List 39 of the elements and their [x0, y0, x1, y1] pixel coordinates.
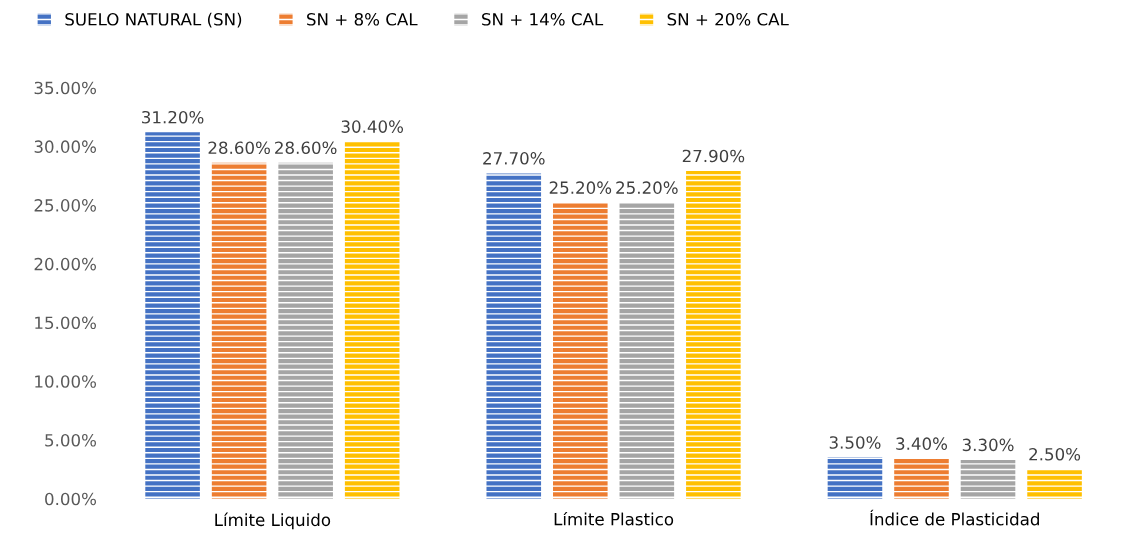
data-label: 28.60% [208, 141, 270, 155]
bar [960, 459, 1016, 499]
bar [553, 202, 608, 499]
x-tick-label: Límite Plastico [554, 511, 674, 526]
bar [686, 171, 741, 499]
legend-label: SN + 8% CAL [307, 13, 418, 26]
y-tick-label: 25.00% [34, 199, 97, 212]
bar [145, 132, 200, 499]
bar [619, 202, 675, 499]
data-label: 2.50% [1029, 447, 1081, 461]
bar [486, 173, 542, 499]
data-label: 31.20% [142, 110, 204, 124]
bar [827, 457, 883, 499]
y-tick-label: 30.00% [34, 140, 97, 153]
data-label: 3.40% [896, 437, 948, 450]
data-label: 27.70% [483, 152, 545, 165]
y-tick-label: 20.00% [34, 257, 97, 271]
data-label: 28.60% [275, 141, 337, 155]
bar [211, 162, 267, 499]
bar [344, 141, 400, 499]
data-label: 27.90% [682, 149, 745, 163]
data-label: 25.20% [616, 181, 678, 194]
legend-label: SN + 20% CAL [667, 13, 789, 26]
legend-label: SN + 14% CAL [482, 13, 604, 26]
y-tick-label: 0.00% [45, 492, 97, 506]
y-tick-label: 35.00% [34, 81, 97, 95]
data-label: 25.20% [549, 181, 612, 194]
x-tick-label: Índice de Plasticidad [870, 509, 1039, 526]
bar [278, 162, 333, 499]
data-label: 3.30% [962, 438, 1014, 452]
data-label: 30.40% [341, 120, 404, 133]
y-tick-label: 5.00% [45, 433, 97, 447]
y-tick-label: 15.00% [35, 316, 97, 330]
legend-label: SUELO NATURAL (SN) [65, 12, 242, 28]
y-tick-label: 10.00% [35, 375, 97, 388]
data-label: 3.50% [829, 436, 881, 449]
bar [1027, 469, 1082, 499]
x-tick-label: Límite Liquido [215, 512, 331, 530]
bar [894, 458, 949, 499]
